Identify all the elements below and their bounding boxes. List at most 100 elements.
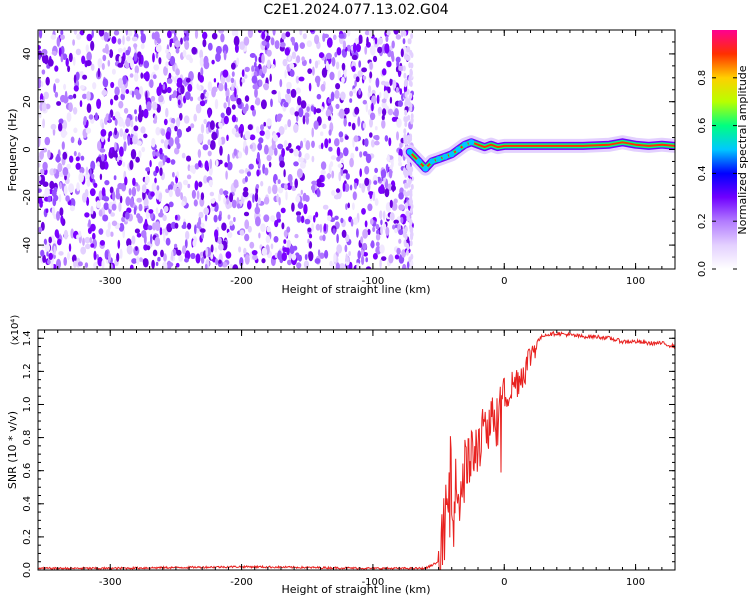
noise-blob (174, 214, 178, 221)
noise-blob (205, 247, 208, 258)
x-tick-label: 100 (626, 577, 645, 588)
noise-blob (140, 72, 144, 79)
noise-blob (138, 54, 141, 66)
noise-blob (399, 254, 402, 264)
noise-blob (126, 55, 133, 64)
noise-blob (336, 244, 343, 254)
x-tick-label: 100 (626, 276, 645, 287)
noise-blob (325, 60, 329, 71)
noise-blob (182, 245, 187, 255)
noise-blob (358, 60, 362, 68)
noise-blob (375, 223, 380, 230)
noise-blob (65, 195, 70, 202)
noise-blob (136, 197, 142, 203)
noise-blob (364, 138, 369, 147)
noise-blob (117, 62, 124, 68)
noise-blob (52, 197, 57, 207)
noise-blob (341, 229, 347, 238)
noise-blob (65, 57, 69, 67)
noise-blob (207, 139, 211, 146)
noise-blob (202, 144, 209, 151)
noise-blob (126, 244, 133, 255)
noise-blob (196, 190, 200, 200)
noise-blob (85, 166, 89, 176)
noise-blob (409, 68, 413, 75)
noise-blob (399, 88, 403, 95)
noise-blob (203, 207, 209, 215)
noise-blob (344, 135, 349, 140)
noise-blob (241, 69, 245, 77)
noise-blob (407, 98, 411, 105)
noise-blob (311, 155, 315, 163)
noise-blob (126, 238, 132, 247)
noise-blob (143, 198, 149, 207)
noise-blob (398, 238, 402, 244)
noise-blob (355, 43, 361, 53)
noise-blob (376, 94, 380, 105)
noise-blob (130, 149, 137, 160)
noise-blob (266, 59, 271, 70)
noise-blob (295, 211, 302, 217)
noise-blob (93, 250, 97, 261)
noise-blob (400, 216, 404, 224)
noise-blob (288, 142, 292, 148)
noise-blob (73, 74, 77, 84)
noise-blob (285, 190, 288, 201)
noise-blob (66, 163, 71, 170)
noise-blob (316, 78, 320, 88)
noise-blob (136, 233, 142, 238)
noise-blob (168, 137, 174, 147)
noise-blob (372, 191, 376, 202)
noise-blob (398, 148, 403, 157)
noise-blob (227, 231, 233, 238)
noise-blob (200, 92, 205, 100)
noise-blob (409, 219, 413, 226)
noise-blob (125, 128, 129, 134)
noise-blob (192, 239, 197, 247)
noise-blob (57, 238, 62, 246)
noise-blob (270, 215, 276, 222)
noise-blob (181, 152, 186, 159)
noise-blob (67, 252, 70, 261)
noise-blob (410, 183, 414, 190)
signal-point (429, 158, 435, 165)
spectrogram-x-label: Height of straight line (km) (281, 283, 430, 296)
noise-blob (51, 50, 57, 56)
noise-blob (60, 30, 64, 36)
noise-blob (229, 263, 234, 269)
noise-blob (101, 122, 105, 131)
noise-blob (138, 203, 143, 212)
noise-blob (348, 121, 352, 127)
colorbar-tick-label: 0.0 (697, 261, 708, 277)
noise-blob (325, 52, 332, 60)
noise-blob (189, 165, 196, 173)
noise-blob (135, 156, 140, 163)
signal-point (448, 151, 455, 158)
noise-blob (349, 157, 354, 168)
noise-blob (305, 140, 311, 151)
noise-blob (300, 215, 305, 224)
noise-blob (203, 55, 209, 66)
noise-blob (122, 121, 126, 128)
noise-blob (118, 202, 122, 212)
noise-blob (310, 30, 314, 33)
noise-blob (88, 219, 91, 228)
noise-blob (220, 112, 225, 119)
noise-blob (289, 107, 295, 116)
noise-blob (45, 76, 50, 86)
noise-blob (249, 241, 255, 249)
noise-blob (374, 167, 378, 174)
noise-blob (155, 151, 160, 157)
noise-blob (38, 54, 41, 61)
noise-blob (328, 146, 333, 152)
noise-blob (48, 252, 53, 260)
noise-blob (43, 91, 49, 100)
noise-blob (361, 67, 367, 73)
noise-blob (135, 115, 138, 122)
noise-blob (73, 30, 78, 35)
noise-blob (375, 233, 381, 241)
noise-blob (227, 161, 233, 171)
noise-blob (76, 234, 80, 240)
noise-blob (320, 142, 324, 150)
noise-blob (135, 93, 142, 100)
